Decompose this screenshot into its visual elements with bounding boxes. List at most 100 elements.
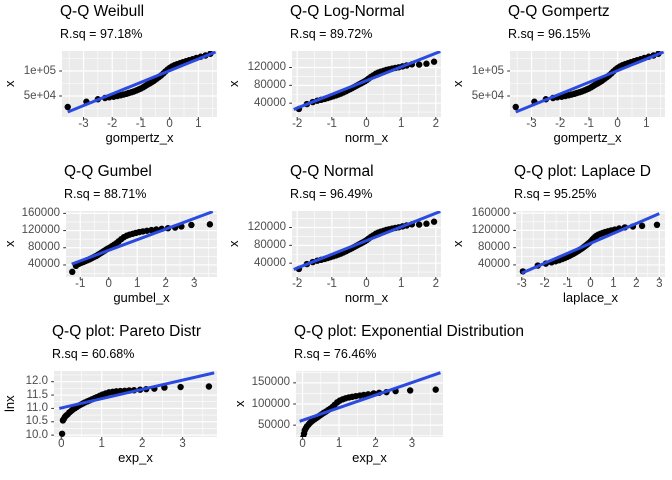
y-tick-label: 80000	[478, 241, 510, 254]
x-tick-label: -1	[135, 118, 147, 130]
x-tick-label: 3	[191, 278, 198, 290]
x-tick-label: -2	[292, 278, 303, 290]
x-tick-label: -1	[326, 278, 337, 290]
x-tick-label: 1	[397, 278, 405, 290]
y-tick-label: 10.0	[25, 428, 48, 441]
qq-plot-weibull: Q-Q Weibull R.sq = 97.18% x gompertz_x -…	[0, 0, 224, 160]
x-tick-label: 1	[98, 438, 105, 450]
qq-plot-log-normal: Q-Q Log-Normal R.sq = 89.72% x norm_x -2…	[224, 0, 448, 160]
x-tick-label: -2	[292, 118, 303, 130]
y-tick-label: 11.5	[26, 388, 48, 401]
x-axis-label: gumbel_x	[113, 290, 170, 305]
y-tick-label: 11.0	[26, 401, 48, 414]
x-tick-label: 3	[408, 438, 416, 450]
x-tick-label: -3	[516, 278, 527, 290]
y-tick-label: 40000	[254, 96, 286, 109]
x-tick-label: 1	[643, 118, 650, 130]
y-tick-label: 160000	[21, 206, 60, 219]
x-tick-label: 2	[432, 118, 439, 130]
x-tick-label: 2	[162, 278, 169, 290]
x-tick-label: 1	[397, 118, 405, 130]
plot-subtitle: R.sq = 88.71%	[64, 187, 147, 201]
plot-subtitle: R.sq = 96.49%	[290, 187, 373, 201]
x-axis-label: gompertz_x	[105, 130, 174, 145]
plot-title: Q-Q Log-Normal	[290, 3, 405, 20]
y-tick-label: 80000	[254, 78, 286, 91]
x-tick-label: 1	[195, 118, 202, 130]
y-tick-label: 120000	[21, 224, 60, 237]
y-axis-label: x	[450, 80, 465, 88]
y-tick-label: 10.5	[25, 415, 48, 428]
qq-plot-exponential: Q-Q plot: Exponential Distribution R.sq …	[230, 320, 524, 480]
y-tick-label: 150000	[251, 376, 290, 389]
x-tick-label: 0	[363, 118, 370, 130]
x-tick-label: 0	[58, 438, 65, 450]
y-tick-label: 40000	[478, 258, 510, 271]
plot-subtitle: R.sq = 60.68%	[52, 347, 135, 361]
plot-title: Q-Q plot: Pareto Distr	[52, 323, 202, 340]
plot-title: Q-Q Weibull	[60, 3, 145, 20]
y-axis-label: x	[2, 80, 17, 88]
y-tick-label: 50000	[258, 418, 290, 431]
x-tick-label: 1	[610, 278, 617, 290]
x-tick-label: -1	[326, 118, 337, 130]
x-tick-label: 0	[166, 118, 173, 130]
qq-plot-pareto: Q-Q plot: Pareto Distr R.sq = 60.68% lnx…	[0, 320, 224, 480]
x-tick-label: -3	[526, 118, 537, 130]
x-tick-label: 0	[363, 278, 370, 290]
y-tick-label: 1e+05	[471, 64, 504, 77]
x-tick-label: -2	[107, 118, 118, 130]
plot-subtitle: R.sq = 76.46%	[294, 347, 377, 361]
y-tick-label: 40000	[254, 256, 286, 269]
x-tick-label: 2	[372, 438, 379, 450]
x-axis-label: norm_x	[344, 290, 389, 305]
x-axis-label: laplace_x	[563, 290, 618, 305]
qq-plot-normal: Q-Q Normal R.sq = 96.49% x norm_x -2 -1 0 1…	[224, 160, 448, 320]
x-tick-label: 0	[299, 438, 306, 450]
y-tick-label: 40000	[28, 258, 60, 271]
y-tick-label: 5e+04	[23, 89, 56, 102]
x-tick-label: 0	[614, 118, 621, 130]
x-tick-label: 2	[633, 278, 640, 290]
y-tick-label: 80000	[254, 238, 286, 251]
y-tick-label: 160000	[471, 206, 510, 219]
y-tick-label: 80000	[28, 241, 60, 254]
x-axis-label: exp_x	[118, 450, 153, 465]
y-tick-label: 120000	[247, 61, 286, 73]
plot-title: Q-Q Normal	[290, 163, 374, 180]
x-tick-label: 1	[134, 278, 141, 290]
plot-title: Q-Q plot: Exponential Distribution	[294, 323, 525, 340]
plot-subtitle: R.sq = 89.72%	[290, 27, 373, 41]
y-tick-label: 120000	[247, 221, 286, 233]
y-tick-label: 120000	[471, 223, 510, 236]
plot-subtitle: R.sq = 97.18%	[60, 27, 143, 41]
y-tick-label: 100000	[251, 397, 290, 410]
x-tick-label: -3	[78, 118, 89, 130]
x-tick-label: -1	[562, 278, 573, 290]
y-tick-label: 5e+04	[471, 89, 504, 102]
qq-plot-laplace: Q-Q plot: Laplace D R.sq = 95.25% x lapl…	[448, 160, 672, 320]
qq-plot-gumbel: Q-Q Gumbel R.sq = 88.71% x gumbel_x -1 0 1…	[0, 160, 224, 320]
x-tick-label: 2	[138, 438, 146, 450]
x-tick-label: 3	[656, 278, 663, 290]
x-axis-label: exp_x	[352, 450, 387, 465]
y-tick-label: 1e+05	[23, 64, 56, 77]
plot-title: Q-Q Gompertz	[508, 3, 610, 20]
x-axis-label: gompertz_x	[553, 130, 622, 145]
y-tick-label: 12.0	[25, 375, 48, 388]
x-tick-label: 2	[432, 278, 439, 290]
plot-subtitle: R.sq = 96.15%	[508, 27, 591, 41]
x-tick-label: 0	[105, 278, 112, 290]
x-tick-label: -2	[539, 278, 550, 290]
x-tick-label: -1	[75, 278, 86, 290]
x-tick-label: -2	[555, 118, 566, 130]
x-tick-label: 3	[179, 438, 186, 450]
qq-plot-gompertz: Q-Q Gompertz R.sq = 96.15% x gompertz_x …	[448, 0, 672, 160]
x-tick-label: -1	[583, 118, 595, 130]
x-axis-label: norm_x	[344, 130, 389, 145]
plot-title: Q-Q Gumbel	[64, 163, 152, 180]
plot-subtitle: R.sq = 95.25%	[514, 187, 597, 201]
x-tick-label: 0	[587, 278, 594, 290]
plot-title: Q-Q plot: Laplace D	[514, 163, 651, 180]
